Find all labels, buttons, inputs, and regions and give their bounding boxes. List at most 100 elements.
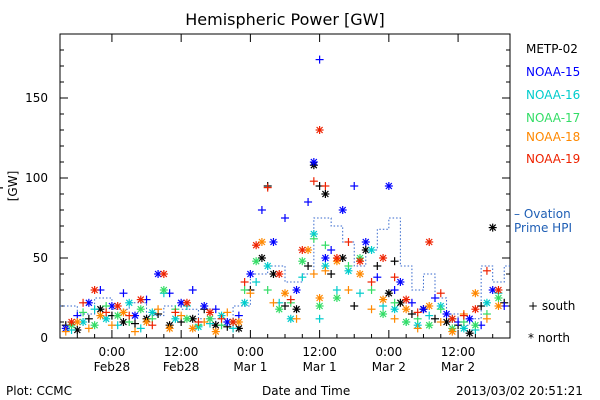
data-point [309, 158, 318, 166]
data-point [436, 289, 445, 298]
data-point [402, 318, 411, 326]
plot-timestamp: 2013/03/02 20:51:21 [456, 384, 583, 398]
ovation-prime-curve [60, 217, 510, 326]
data-point [125, 298, 134, 307]
data-point [292, 305, 301, 314]
data-point [407, 310, 416, 318]
data-point [482, 266, 491, 275]
data-point [148, 321, 157, 330]
y-tick-label: 0 [40, 331, 48, 345]
data-point [304, 262, 313, 270]
data-point [252, 241, 261, 250]
data-point [332, 286, 341, 294]
data-point [142, 318, 151, 326]
data-point [263, 286, 272, 294]
y-tick-label: 100 [25, 171, 48, 185]
legend-south: + south [528, 299, 576, 313]
data-point [275, 305, 284, 314]
data-point [188, 286, 197, 294]
data-point [367, 286, 376, 294]
data-point [269, 238, 278, 246]
data-point [327, 246, 336, 254]
data-point [315, 126, 324, 134]
x-tick-label: 0:00 [237, 345, 264, 359]
data-point [298, 257, 307, 266]
data-point [482, 314, 491, 323]
data-point [425, 238, 434, 246]
data-point [332, 294, 341, 302]
data-point [436, 318, 445, 326]
data-point [159, 286, 168, 294]
legend-north: * north [528, 331, 571, 345]
data-point [188, 324, 197, 333]
y-tick-label: 50 [33, 251, 48, 265]
data-point [96, 311, 105, 320]
data-point [67, 318, 76, 326]
x-tick-date-label: Feb28 [163, 360, 200, 374]
data-point [350, 302, 359, 310]
data-point [356, 289, 364, 298]
data-point [84, 324, 93, 333]
x-tick-label: 0:00 [98, 345, 125, 359]
data-point [367, 246, 376, 254]
data-point [367, 305, 376, 314]
data-point [61, 327, 70, 336]
data-point [373, 273, 382, 282]
data-point [321, 241, 330, 250]
legend-ovation-line1: – Ovation [514, 207, 571, 221]
data-point [194, 318, 203, 326]
data-point [321, 182, 330, 190]
data-point [327, 270, 336, 278]
data-point [252, 257, 261, 266]
data-point [373, 262, 382, 270]
data-point [321, 254, 330, 262]
data-point [344, 262, 353, 270]
data-point [154, 305, 163, 314]
x-tick-label: 12:00 [164, 345, 199, 359]
data-point [465, 329, 474, 338]
data-point [425, 321, 434, 330]
data-point [252, 278, 261, 286]
data-point [494, 294, 503, 302]
data-point [240, 278, 249, 286]
data-point [315, 294, 324, 302]
data-point [96, 305, 105, 314]
data-point [119, 289, 128, 298]
data-point [431, 294, 439, 302]
legend-item-noaa-15: NOAA-15 [526, 65, 581, 79]
data-point [344, 266, 353, 275]
data-point [107, 321, 116, 330]
data-point [119, 318, 128, 326]
data-point [90, 321, 99, 330]
data-point [482, 298, 491, 307]
data-point [379, 295, 388, 304]
data-point [206, 308, 214, 317]
x-tick-label: 12:00 [441, 345, 476, 359]
data-point [344, 238, 353, 246]
data-point [79, 298, 88, 307]
data-point [113, 302, 122, 310]
data-point [390, 286, 399, 294]
y-axis-label: P [GW] [0, 170, 20, 202]
data-point [407, 298, 416, 307]
data-point [286, 295, 295, 304]
data-point [298, 273, 307, 282]
data-point [361, 238, 370, 246]
data-point [223, 308, 232, 317]
data-point [257, 238, 266, 246]
data-point [217, 314, 226, 323]
data-point [425, 302, 434, 310]
data-point [240, 298, 249, 307]
data-point [459, 311, 468, 320]
data-point [321, 266, 330, 275]
data-point [275, 270, 284, 278]
data-point [315, 302, 324, 310]
data-point [367, 278, 376, 286]
data-point [332, 254, 341, 262]
data-point [309, 270, 318, 278]
data-point [159, 270, 168, 278]
data-point [379, 254, 388, 262]
data-point [171, 314, 180, 323]
x-tick-date-label: Mar 2 [372, 360, 406, 374]
legend-item-noaa-16: NOAA-16 [526, 88, 581, 102]
